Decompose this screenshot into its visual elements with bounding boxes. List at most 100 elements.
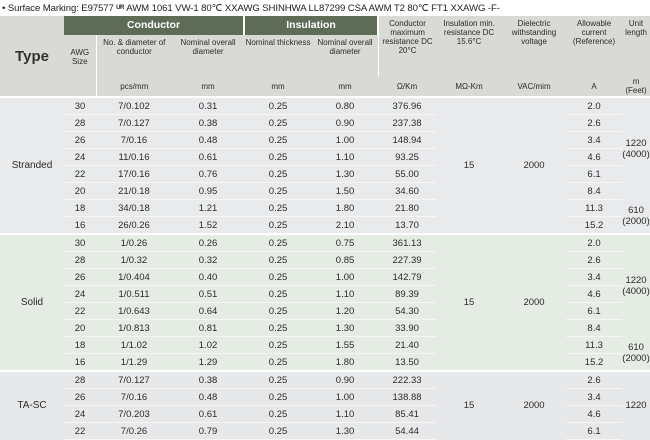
cell-unit-length: 1220 <box>622 370 650 440</box>
cell-conductor: 21/0.18 <box>96 182 172 200</box>
cell-awg: 26 <box>64 388 96 406</box>
cell-resistance: 21.40 <box>378 336 437 354</box>
cell-resistance: 13.50 <box>378 353 437 372</box>
cell-conductor: 17/0.16 <box>96 165 172 183</box>
table-row: 16 1/1.29 1.29 0.25 1.80 13.50 15.2 <box>0 353 650 372</box>
cell-unit-length: 1220 (4000) <box>622 96 650 200</box>
cell-insulation-resistance: 15 <box>436 370 503 440</box>
cell-resistance: 227.39 <box>378 251 437 269</box>
cell-current: 15.2 <box>566 353 623 372</box>
cell-resistance: 148.94 <box>378 131 437 149</box>
cell-conductor-od: 0.38 <box>172 370 245 389</box>
cell-conductor-od: 0.26 <box>172 233 245 252</box>
cell-resistance: 34.60 <box>378 182 437 200</box>
cell-awg: 28 <box>64 251 96 269</box>
table-row: 26 7/0.16 0.48 0.25 1.00 148.94 3.4 <box>0 131 650 149</box>
cell-thickness: 0.25 <box>244 319 313 337</box>
cell-conductor-od: 0.38 <box>172 114 245 132</box>
cell-unit-length: 1220 (4000) <box>622 233 650 337</box>
cell-conductor: 34/0.18 <box>96 199 172 217</box>
header-conductor: Conductor <box>64 16 246 35</box>
header-no-diameter: No. & diameter of conductor <box>96 35 172 76</box>
cell-insulation-od: 1.00 <box>312 268 379 286</box>
cell-current: 3.4 <box>566 388 623 406</box>
cell-awg: 30 <box>64 96 96 115</box>
cell-resistance: 55.00 <box>378 165 437 183</box>
header-nominal-overall-diameter: Nominal overall diameter <box>172 35 245 76</box>
cell-conductor: 7/0.102 <box>96 96 172 115</box>
cell-resistance: 93.25 <box>378 148 437 166</box>
cell-type: Stranded <box>0 96 64 234</box>
cell-conductor-od: 0.79 <box>172 422 245 440</box>
cell-resistance: 85.41 <box>378 405 437 423</box>
cell-thickness: 0.25 <box>244 199 313 217</box>
cell-insulation-resistance: 15 <box>436 96 503 234</box>
cell-conductor-od: 0.32 <box>172 251 245 269</box>
cell-awg: 24 <box>64 148 96 166</box>
cell-resistance: 21.80 <box>378 199 437 217</box>
table-row: 24 1/0.511 0.51 0.25 1.10 89.39 4.6 <box>0 285 650 303</box>
group-stranded: Stranded 30 7/0.102 0.31 0.25 0.80 376.96 15 200… <box>0 96 650 235</box>
cell-current: 11.3 <box>566 336 623 354</box>
cell-insulation-od: 1.80 <box>312 353 379 372</box>
cell-awg: 20 <box>64 182 96 200</box>
cell-awg: 28 <box>64 370 96 389</box>
unit-ohm-km: Ω/Km <box>378 76 437 97</box>
table-row: 18 1/1.02 1.02 0.25 1.55 21.40 11.3 610 (2000) <box>0 336 650 371</box>
cell-conductor-od: 1.52 <box>172 216 245 235</box>
cell-conductor-od: 0.48 <box>172 131 245 149</box>
cell-thickness: 0.25 <box>244 336 313 354</box>
cell-current: 2.6 <box>566 370 623 389</box>
cell-thickness: 0.25 <box>244 148 313 166</box>
cell-current: 3.4 <box>566 131 623 149</box>
table-row: 26 1/0.404 0.40 0.25 1.00 142.79 3.4 <box>0 268 650 286</box>
spec-table: Type Conductor Insulation Conductor maxi… <box>0 16 650 440</box>
unit-mm-iod: mm <box>312 76 379 97</box>
cell-thickness: 0.25 <box>244 96 313 115</box>
cell-thickness: 0.25 <box>244 268 313 286</box>
group-solid: Solid 30 1/0.26 0.26 0.25 0.75 361.13 15 2000 2.0… <box>0 233 650 372</box>
cell-insulation-od: 0.75 <box>312 233 379 252</box>
cell-awg: 16 <box>64 353 96 372</box>
cell-insulation-od: 1.10 <box>312 405 379 423</box>
cell-insulation-od: 1.30 <box>312 422 379 440</box>
cell-insulation-od: 0.80 <box>312 96 379 115</box>
cell-insulation-od: 1.80 <box>312 199 379 217</box>
cell-current: 8.4 <box>566 319 623 337</box>
table-row: 18 34/0.18 1.21 0.25 1.80 21.80 11.3 610 (2000) <box>0 199 650 234</box>
cell-awg: 26 <box>64 268 96 286</box>
cell-conductor-od: 0.40 <box>172 268 245 286</box>
table-row: Solid 30 1/0.26 0.26 0.25 0.75 361.13 15 2000 2.0… <box>0 233 650 371</box>
unit-mm-od: mm <box>172 76 245 97</box>
cell-type: Solid <box>0 233 64 371</box>
cell-thickness: 0.25 <box>244 131 313 149</box>
cell-insulation-od: 1.50 <box>312 182 379 200</box>
cell-conductor: 1/0.511 <box>96 285 172 303</box>
table-row: 28 1/0.32 0.32 0.25 0.85 227.39 2.6 <box>0 251 650 269</box>
cell-awg: 18 <box>64 336 96 354</box>
group-tasc: TA-SC 28 7/0.127 0.38 0.25 0.90 222.33 15 2000 2.… <box>0 370 650 440</box>
header-awg-size: AWG Size <box>64 35 97 76</box>
cell-current: 4.6 <box>566 285 623 303</box>
header-type: Type <box>0 16 64 97</box>
surface-marking-label: • Surface Marking: E97577 <box>2 3 114 14</box>
cell-thickness: 0.25 <box>244 422 313 440</box>
cell-conductor: 1/0.813 <box>96 319 172 337</box>
cell-conductor: 1/1.02 <box>96 336 172 354</box>
cell-insulation-od: 0.85 <box>312 251 379 269</box>
cell-thickness: 0.25 <box>244 251 313 269</box>
cell-thickness: 0.25 <box>244 182 313 200</box>
cell-insulation-od: 1.30 <box>312 319 379 337</box>
cell-awg: 30 <box>64 233 96 252</box>
cell-conductor: 1/0.404 <box>96 268 172 286</box>
cell-conductor: 7/0.203 <box>96 405 172 423</box>
unit-mm-thickness: mm <box>244 76 313 97</box>
unit-pcs: pcs/mm <box>96 76 172 97</box>
cell-resistance: 13.70 <box>378 216 437 235</box>
cell-conductor: 26/0.26 <box>96 216 172 235</box>
cell-insulation-od: 1.10 <box>312 285 379 303</box>
cell-current: 11.3 <box>566 199 623 217</box>
table-row: 20 1/0.813 0.81 0.25 1.30 33.90 8.4 <box>0 319 650 337</box>
surface-marking: • Surface Marking: E97577 ᵁᴿ AWM 1061 VW… <box>2 0 648 16</box>
cell-thickness: 0.25 <box>244 233 313 252</box>
